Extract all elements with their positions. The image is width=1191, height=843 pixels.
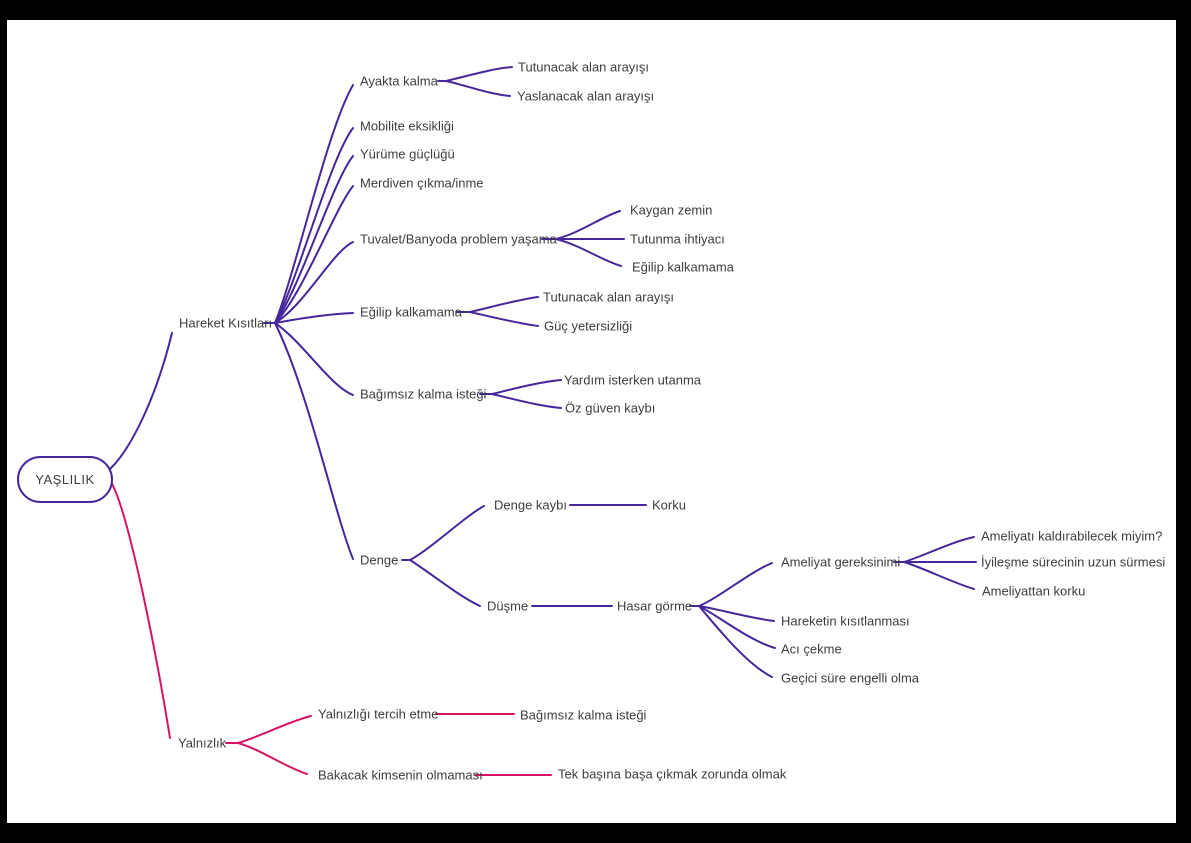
node-tutunacak-alan-arayisi-2[interactable]: Tutunacak alan arayışı [543,289,675,305]
node-yardim-isterken-utanma[interactable]: Yardım isterken utanma [564,372,702,388]
node-egilip-kalkamama[interactable]: Eğilip kalkamama [360,304,462,320]
node-ameliyati-kaldirabilecek-miyim[interactable]: Ameliyatı kaldırabilecek miyim? [981,528,1163,544]
node-denge[interactable]: Denge [360,552,399,568]
node-yurume-guclugu[interactable]: Yürüme güçlüğü [360,146,455,162]
mindmap-canvas [7,20,1176,823]
node-hareketin-kisitlanmasi[interactable]: Hareketin kısıtlanması [781,613,910,629]
node-ameliyattan-korku[interactable]: Ameliyattan korku [982,583,1086,599]
node-tutunma-ihtiyaci[interactable]: Tutunma ihtiyacı [630,231,725,247]
node-mobilite-eksikligi[interactable]: Mobilite eksikliği [360,118,454,134]
node-tuvalet-banyoda-problem[interactable]: Tuvalet/Banyoda problem yaşama [360,231,557,247]
node-tutunacak-alan-arayisi-1[interactable]: Tutunacak alan arayışı [518,59,650,75]
node-egilip-kalkamama-child[interactable]: Eğilip kalkamama [632,259,734,275]
node-dusme[interactable]: Düşme [487,598,529,614]
node-bagimsiz-kalma-istegi-leaf[interactable]: Bağımsız kalma isteği [520,707,647,723]
node-yalnizligi-tercih-etme[interactable]: Yalnızlığı tercih etme [318,706,439,722]
node-gecici-sure-engelli-olma[interactable]: Geçici süre engelli olma [781,670,920,686]
node-guc-yetersizligi[interactable]: Güç yetersizliği [544,318,633,334]
node-aci-cekme[interactable]: Acı çekme [781,641,842,657]
node-denge-kaybi[interactable]: Denge kaybı [494,497,567,513]
node-merdiven-cikma-inme[interactable]: Merdiven çıkma/inme [360,175,484,191]
node-bagimsiz-kalma-istegi[interactable]: Bağımsız kalma isteği [360,386,487,402]
node-tek-basina-basa-cikmak[interactable]: Tek başına başa çıkmak zorunda olmak [558,766,787,782]
node-oz-guven-kaybi[interactable]: Öz güven kaybı [565,400,656,416]
node-korku[interactable]: Korku [652,497,686,513]
node-iyilesme-surecinin-uzun-surmesi[interactable]: İyileşme sürecinin uzun sürmesi [981,554,1166,570]
node-hareket-kisitlari[interactable]: Hareket Kısıtları [179,315,273,331]
node-yaslanacak-alan-arayisi[interactable]: Yaslanacak alan arayışı [517,88,655,104]
node-bakacak-kimsenin-olmamasi[interactable]: Bakacak kimsenin olmaması [318,767,483,783]
node-kaygan-zemin[interactable]: Kaygan zemin [630,202,713,218]
node-hasar-gorme[interactable]: Hasar görme [617,598,693,614]
node-ameliyat-gereksinimi[interactable]: Ameliyat gereksinimi [781,554,901,570]
node-ayakta-kalma[interactable]: Ayakta kalma [360,73,438,89]
node-root-yaslilik[interactable]: YAŞLILIK [17,456,113,503]
node-yalnizlik[interactable]: Yalnızlık [178,735,227,751]
